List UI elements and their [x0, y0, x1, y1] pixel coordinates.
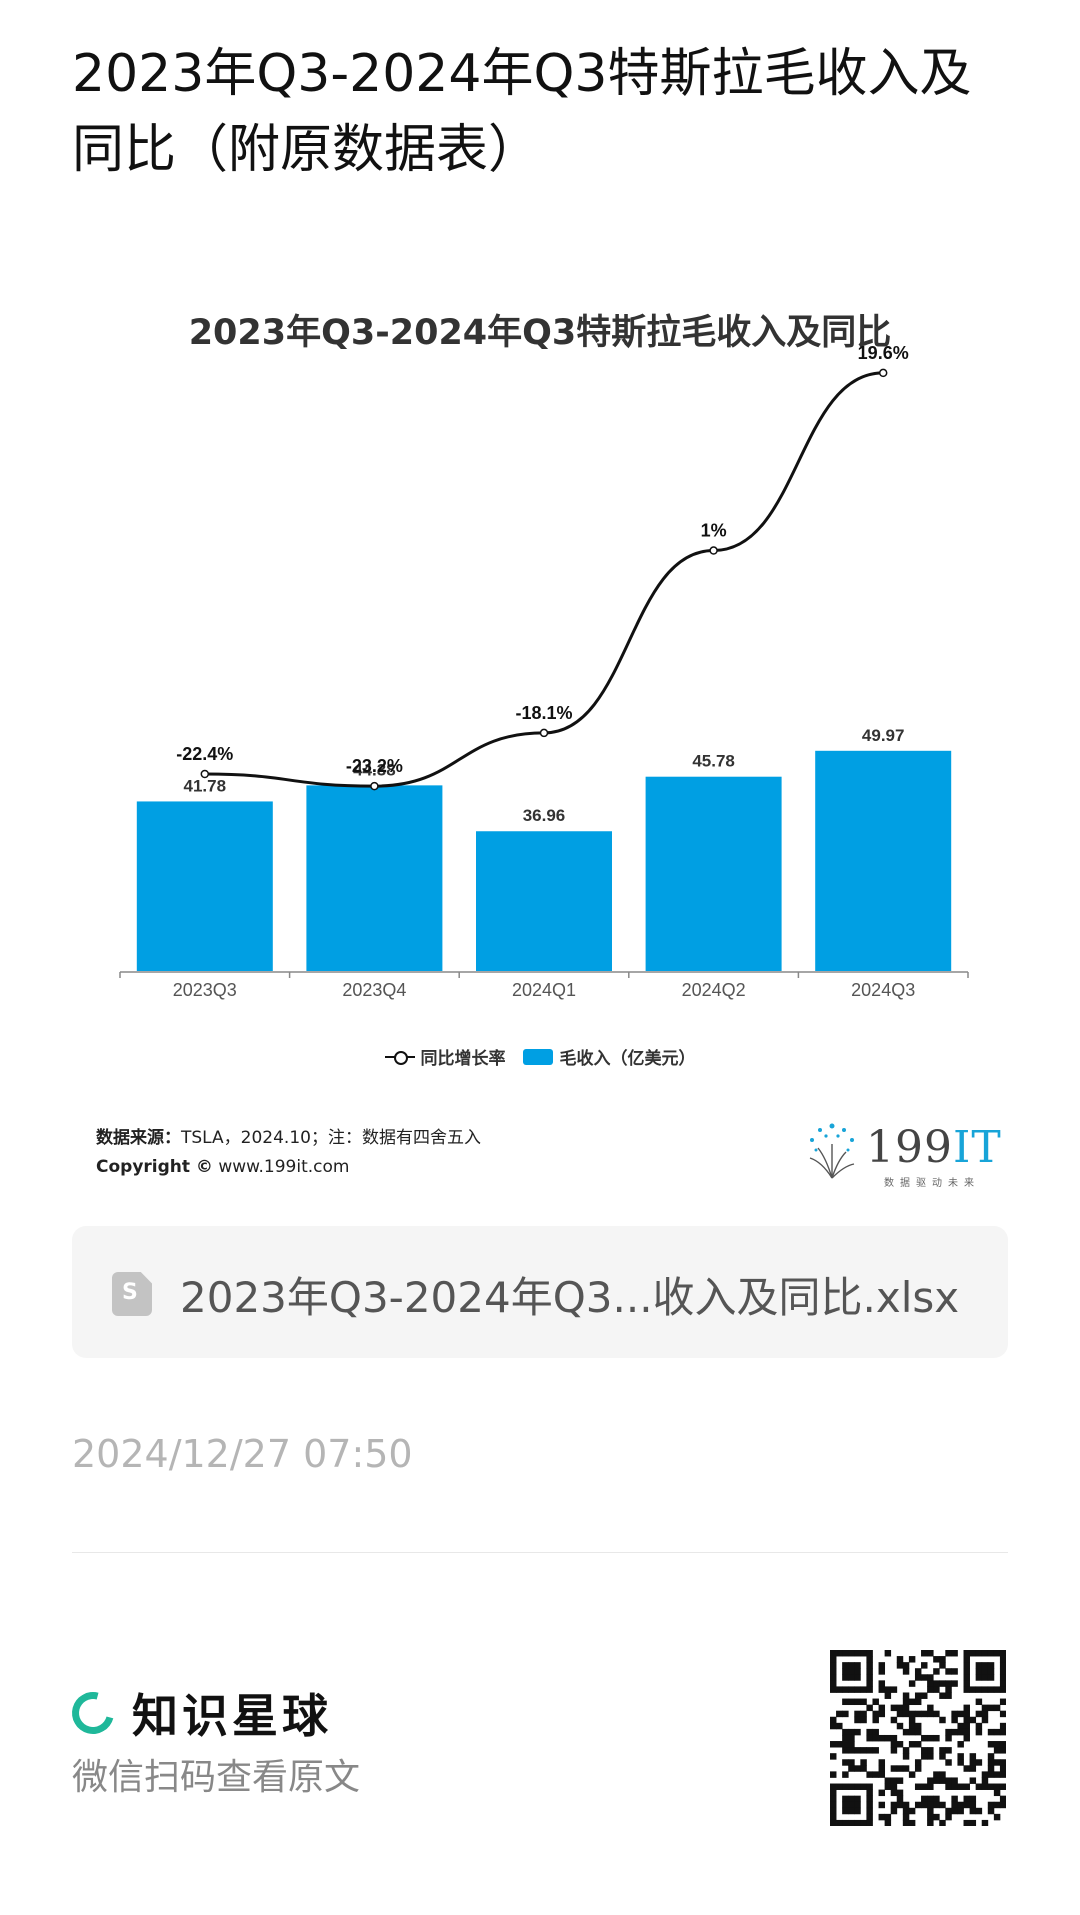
- app-name: 知识星球: [132, 1689, 332, 1743]
- bar-value-label: 36.96: [523, 806, 566, 825]
- yoy-value-label: -18.1%: [515, 703, 572, 723]
- yoy-line: [204, 371, 884, 788]
- legend-line-symbol: [384, 1049, 415, 1065]
- yoy-point: [539, 728, 549, 738]
- bar-value-label: 41.78: [184, 776, 227, 795]
- chart-title: 2023年Q3-2024年Q3特斯拉毛收入及同比: [188, 313, 892, 353]
- x-tick-label: 2023Q3: [173, 980, 237, 1000]
- legend-item-revenue: 毛收入（亿美元）: [523, 1044, 695, 1069]
- source-label: 数据来源：: [96, 1128, 181, 1148]
- copyright-url: www.199it.com: [218, 1157, 350, 1177]
- file-name: 2023年Q3-2024年Q3...收入及同比.xlsx: [180, 1273, 960, 1322]
- x-tick-label: 2024Q3: [851, 980, 915, 1000]
- source-text: TSLA，2024.10；注：数据有四舍五入: [181, 1128, 481, 1148]
- yoy-point: [878, 368, 888, 378]
- yoy-point: [709, 546, 718, 555]
- yoy-point: [200, 769, 210, 779]
- brand-tagline: 数据驱动未来: [884, 1178, 980, 1189]
- bar-2024Q3: [815, 750, 952, 971]
- x-tick-label: 2023Q4: [342, 980, 406, 1000]
- yoy-point: [370, 781, 379, 791]
- attachment-file-card[interactable]: S 2023年Q3-2024年Q3...收入及同比.xlsx: [72, 1226, 1008, 1358]
- bar-2024Q1: [476, 831, 612, 971]
- qr-code[interactable]: [830, 1650, 1006, 1826]
- bar-2023Q3: [136, 801, 273, 971]
- bar-value-label: 49.97: [862, 726, 905, 745]
- bar-value-label: 44.38: [353, 760, 396, 779]
- page-title: 2023年Q3-2024年Q3特斯拉毛收入及同比（附原数据表）: [72, 44, 972, 180]
- scan-cta: 微信扫码查看原文: [72, 1757, 361, 1798]
- chart-legend: 同比增长率 毛收入（亿美元）: [72, 1044, 1008, 1070]
- legend-label-yoy: 同比增长率: [420, 1049, 506, 1069]
- bar-2023Q4: [306, 785, 443, 971]
- data-source-note: 数据来源：TSLA，2024.10；注：数据有四舍五入 Copyright © …: [96, 1124, 481, 1182]
- chart-image: 2023年Q3-2024年Q3特斯拉毛收入及同比 41.78 44.38 36.96…: [72, 270, 1008, 1200]
- 199it-logo: 199IT 数据驱动未来: [802, 1118, 1002, 1189]
- spreadsheet-file-icon: S: [112, 1272, 152, 1316]
- legend-item-yoy: 同比增长率: [384, 1044, 506, 1069]
- dandelion-icon: [809, 1123, 855, 1179]
- yoy-value-label: -22.4%: [176, 744, 233, 764]
- bar-value-label: 45.78: [692, 752, 735, 771]
- post-timestamp: 2024/12/27 07:50: [72, 1432, 413, 1476]
- legend-bar-symbol: [523, 1048, 554, 1065]
- yoy-value-label: 19.6%: [858, 343, 909, 363]
- zsxq-ring-icon: [64, 1684, 122, 1742]
- copyright-label: Copyright ©: [96, 1157, 213, 1177]
- bar-2024Q2: [645, 776, 782, 971]
- legend-label-revenue: 毛收入（亿美元）: [559, 1049, 696, 1069]
- x-tick-label: 2024Q1: [512, 980, 576, 1000]
- x-tick-label: 2024Q2: [682, 980, 746, 1000]
- yoy-value-label: 1%: [701, 521, 727, 541]
- brand-wordmark: 199IT: [866, 1122, 1002, 1173]
- yoy-value-label: -23.2%: [346, 756, 403, 776]
- zsxq-logo: 知识星球: [64, 1680, 332, 1746]
- chart-svg: 41.78 44.38 36.96 45.78 49.97 2023Q3 2023Q4 202…: [119, 343, 969, 1000]
- divider: [72, 1552, 1008, 1553]
